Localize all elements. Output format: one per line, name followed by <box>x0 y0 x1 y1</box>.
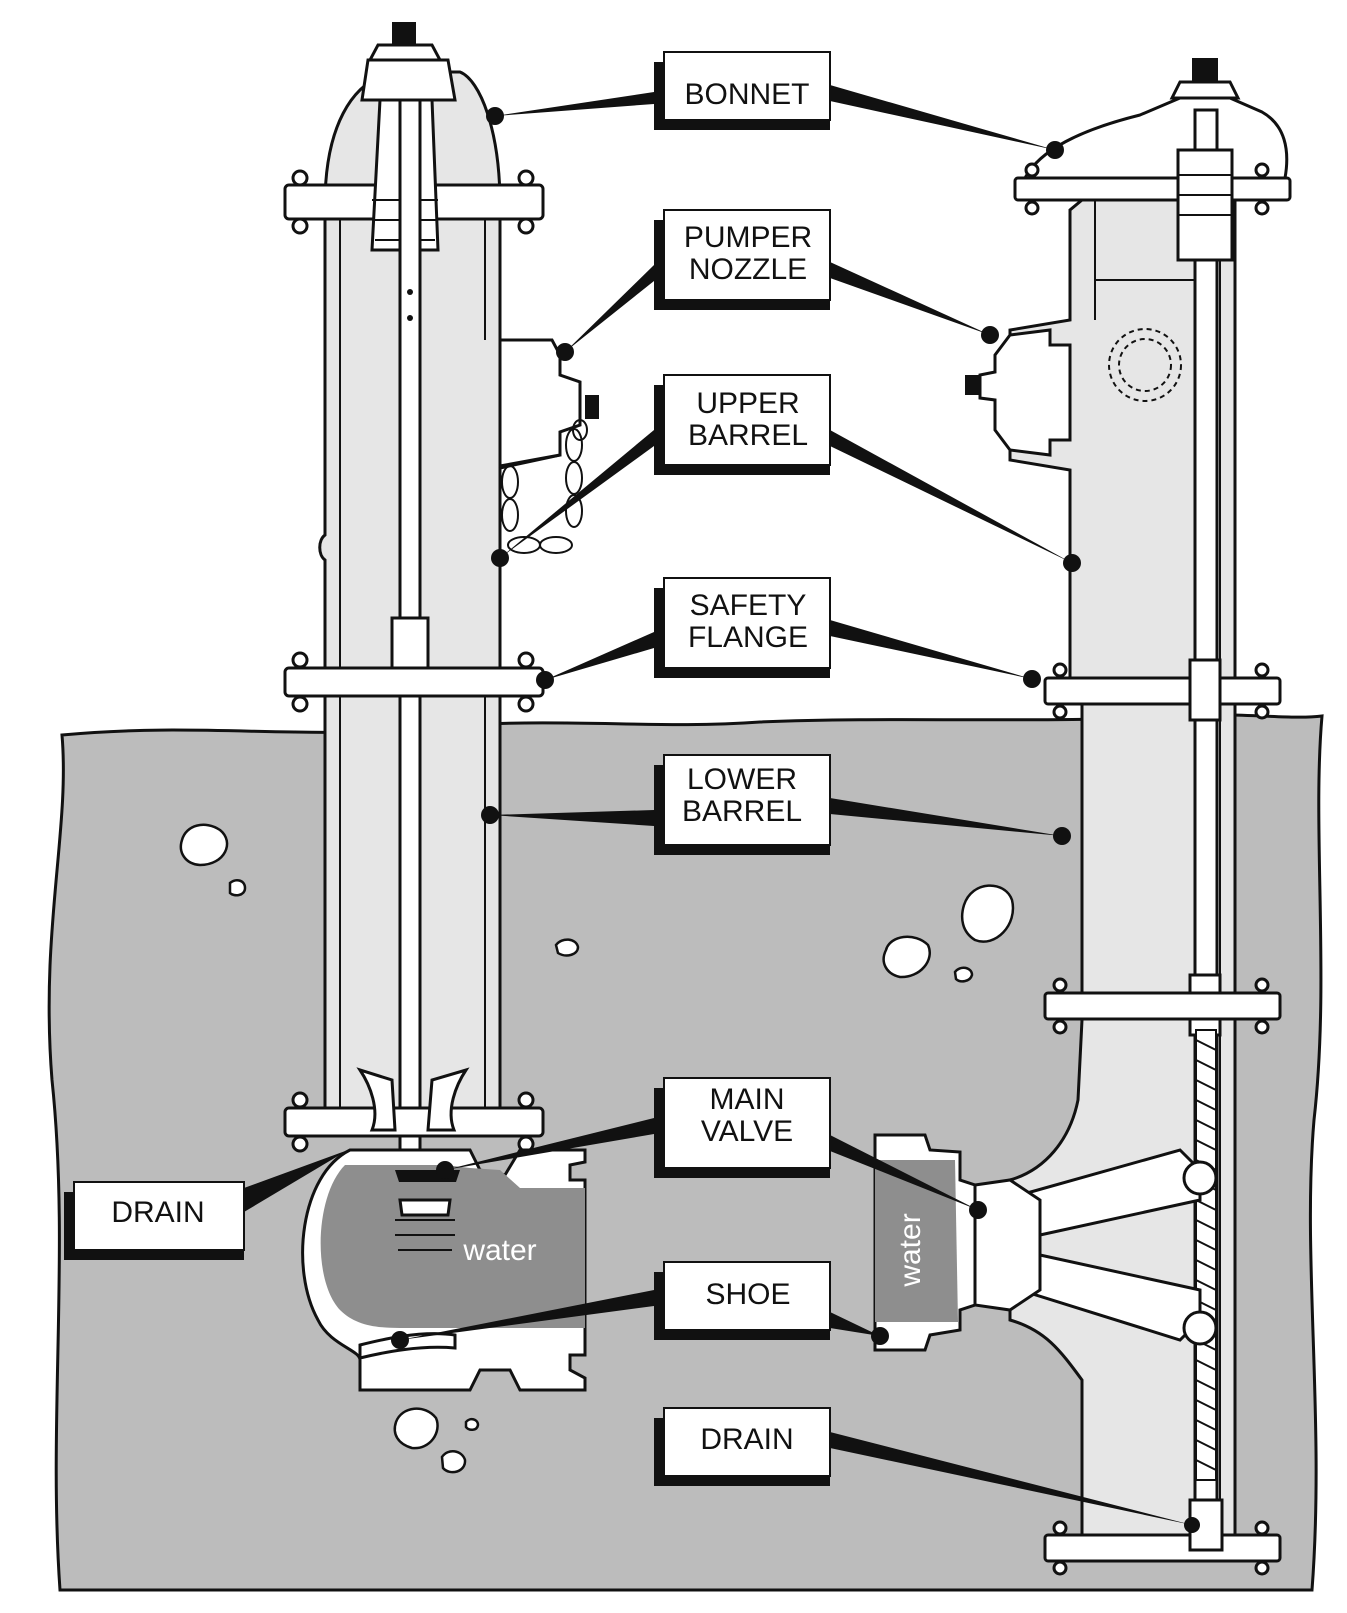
right-water <box>875 1160 958 1322</box>
svg-text:BARREL: BARREL <box>682 795 802 828</box>
svg-text:BONNET: BONNET <box>684 78 809 111</box>
svg-text:NOZZLE: NOZZLE <box>689 253 807 286</box>
svg-text:FLANGE: FLANGE <box>688 621 808 654</box>
label-shoe: SHOE <box>654 1261 831 1340</box>
label-upper-barrel: UPPER BARREL <box>654 374 831 475</box>
label-drain-left: DRAIN <box>64 1181 245 1260</box>
label-bonnet: BONNET <box>654 51 831 130</box>
svg-text:LOWER: LOWER <box>687 763 797 796</box>
water-label-left: water <box>462 1234 536 1267</box>
water-label-right: water <box>894 1213 927 1287</box>
rocks <box>179 823 1015 1474</box>
svg-text:PUMPER: PUMPER <box>684 221 812 254</box>
svg-text:MAIN: MAIN <box>710 1083 785 1116</box>
svg-text:DRAIN: DRAIN <box>700 1423 793 1456</box>
svg-text:BARREL: BARREL <box>688 419 808 452</box>
leader-lines <box>244 85 1200 1533</box>
svg-text:UPPER: UPPER <box>696 387 799 420</box>
label-pumper-nozzle: PUMPER NOZZLE <box>654 209 831 310</box>
left-hydrant <box>283 22 599 1392</box>
right-hydrant <box>873 58 1292 1576</box>
svg-text:DRAIN: DRAIN <box>111 1196 204 1229</box>
label-safety-flange: SAFETY FLANGE <box>654 577 831 678</box>
svg-text:SHOE: SHOE <box>705 1278 790 1311</box>
left-nozzle-chain <box>501 419 588 554</box>
label-lower-barrel: LOWER BARREL <box>654 754 831 855</box>
svg-text:SAFETY: SAFETY <box>690 589 807 622</box>
left-water <box>320 1165 585 1328</box>
right-bonnet <box>1022 96 1289 180</box>
label-drain-right: DRAIN <box>654 1407 831 1486</box>
svg-text:VALVE: VALVE <box>701 1115 793 1148</box>
label-main-valve: MAIN VALVE <box>654 1077 831 1178</box>
right-main-valve <box>973 1178 1042 1312</box>
